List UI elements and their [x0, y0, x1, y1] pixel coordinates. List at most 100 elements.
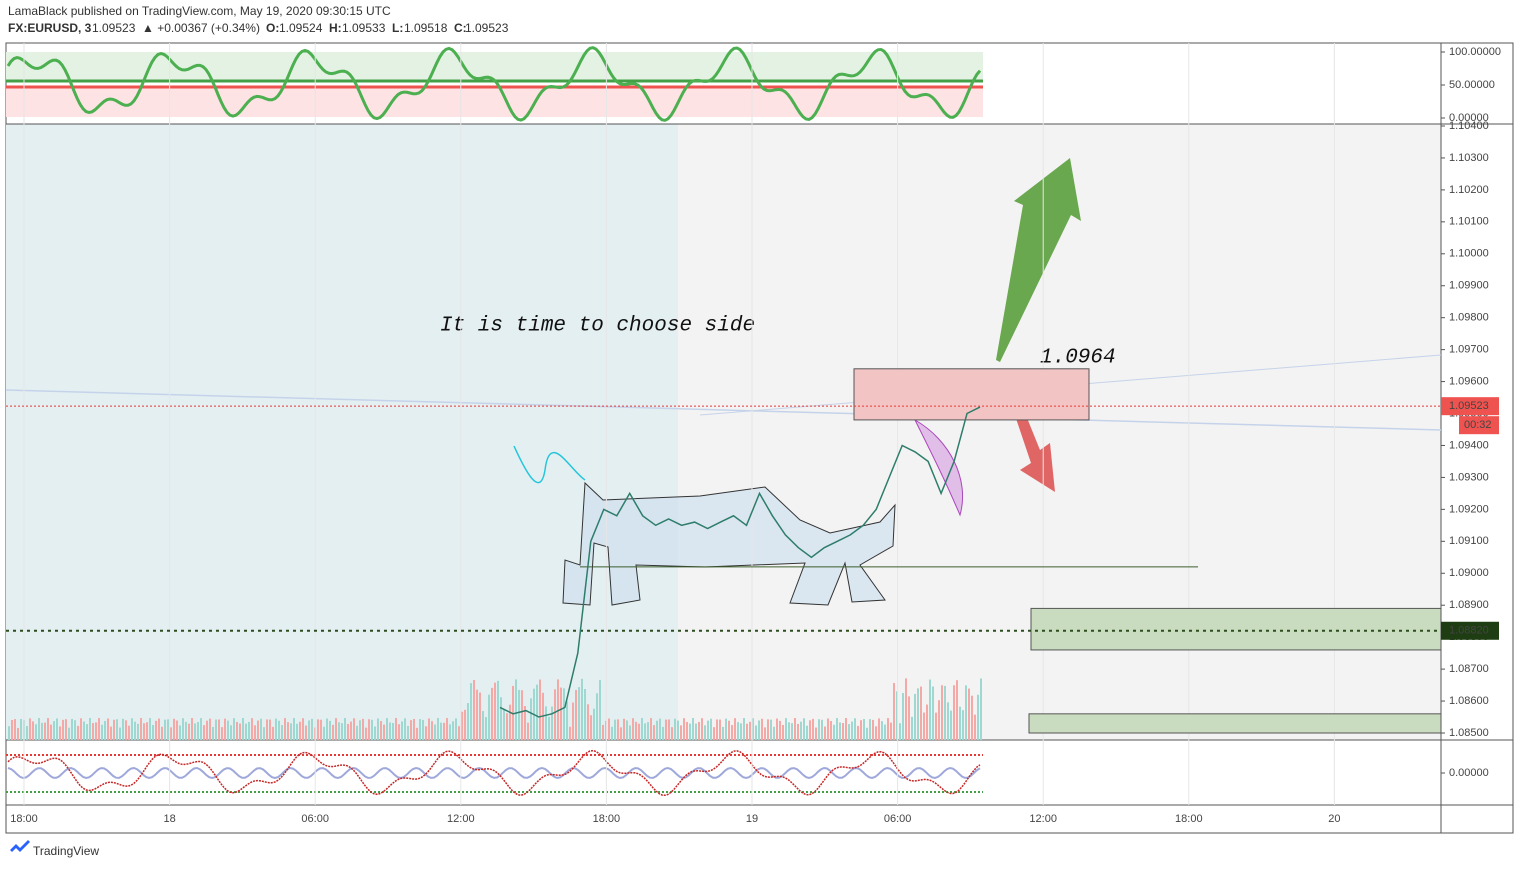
y-tick-label: 1.08900: [1449, 599, 1489, 611]
volume-bar: [785, 718, 787, 740]
volume-bar: [437, 718, 439, 740]
volume-bar: [125, 720, 127, 740]
volume-bar: [242, 718, 244, 740]
volume-bar: [809, 720, 811, 740]
up-arrow: [996, 158, 1081, 362]
volume-bar: [83, 721, 85, 740]
y-tick-label: 100.00000: [1449, 46, 1501, 58]
volume-bar: [275, 718, 277, 740]
volume-bar: [857, 725, 859, 740]
volume-bar: [941, 685, 943, 740]
volume-bar: [971, 695, 973, 740]
volume-bar: [362, 718, 364, 740]
y-tick-label: 1.09700: [1449, 344, 1489, 356]
volume-bar: [308, 720, 310, 740]
y-tick-label: 1.10400: [1449, 120, 1489, 132]
volume-bar: [770, 719, 772, 740]
y-tick-label: 1.10300: [1449, 152, 1489, 164]
volume-bar: [734, 718, 736, 740]
volume-bar: [845, 718, 847, 740]
volume-bar: [911, 716, 913, 740]
volume-bar: [134, 721, 136, 740]
low-label: L:: [392, 21, 403, 35]
y-tick-label: 1.09600: [1449, 375, 1489, 387]
volume-bar: [602, 724, 604, 740]
volume-bar: [320, 719, 322, 740]
price-line: [499, 406, 981, 718]
volume-bar: [293, 718, 295, 740]
volume-bar: [500, 697, 502, 740]
last: 1.09523: [92, 21, 136, 35]
x-tick-label: 19: [746, 813, 758, 825]
volume-bar: [908, 696, 910, 740]
volume-bar: [170, 727, 172, 740]
volume-bar: [608, 718, 610, 740]
volume-bar: [392, 722, 394, 740]
open: 1.09524: [279, 21, 323, 35]
countdown-text: 00:32: [1464, 419, 1492, 431]
volume-bar: [632, 718, 634, 740]
plot: 1.10400 1.10300 1.10200 1.10100 1.10000 1.099…: [6, 43, 1501, 825]
volume-bar: [317, 719, 319, 740]
x-tick-label: 12:00: [447, 813, 475, 825]
volume-bar: [899, 723, 901, 740]
volume-bar: [428, 718, 430, 740]
volume-bar: [233, 718, 235, 740]
volume-bar: [581, 678, 583, 740]
volume-bar: [119, 727, 121, 740]
headline: It is time to choose side: [440, 315, 755, 338]
volume-bar: [638, 723, 640, 740]
volume-bar: [71, 718, 73, 740]
volume-bar: [455, 718, 457, 740]
volume-bar: [236, 721, 238, 740]
x-tick-label: 06:00: [884, 813, 912, 825]
logo: [10, 840, 30, 852]
volume-bar: [686, 721, 688, 740]
volume-bar: [491, 687, 493, 740]
volume-bar: [965, 685, 967, 740]
volume-bar: [416, 727, 418, 740]
volume-bar: [239, 723, 241, 740]
volume-bar: [494, 682, 496, 740]
volume-bar: [611, 726, 613, 740]
volume-bar: [44, 722, 46, 740]
x-tick-label: 18: [163, 813, 175, 825]
volume-bar: [143, 723, 145, 740]
volume-bar: [515, 679, 517, 740]
volume-bar: [950, 710, 952, 740]
volume-bar: [650, 718, 652, 740]
volume-bar: [800, 721, 802, 740]
volume-bar: [563, 688, 565, 740]
volume-bar: [968, 688, 970, 740]
volume-bar: [629, 725, 631, 740]
volume-bar: [620, 727, 622, 740]
volume-bar: [872, 719, 874, 740]
osc-line: [7, 749, 981, 797]
volume-bar: [107, 718, 109, 740]
volume-bar: [575, 689, 577, 740]
volume-bar: [917, 688, 919, 740]
volume-bar: [929, 679, 931, 740]
volume-bar: [956, 680, 958, 740]
volume-bar: [161, 726, 163, 740]
volume-bar: [155, 720, 157, 740]
volume-bar: [863, 718, 865, 740]
volume-bar: [260, 718, 262, 740]
volume-bar: [65, 719, 67, 740]
volume-bar: [488, 694, 490, 740]
volume-bar: [842, 723, 844, 740]
zone: [853, 368, 1090, 421]
volume-bar: [476, 689, 478, 740]
trunk-drawing: [513, 445, 586, 484]
volume-bar: [431, 721, 433, 740]
volume-bar: [896, 691, 898, 740]
volume-bar: [38, 718, 40, 740]
volume-bar: [290, 723, 292, 740]
y-tick-label: 1.10000: [1449, 248, 1489, 260]
volume-bar: [782, 724, 784, 740]
high: 1.09533: [342, 21, 386, 35]
volume-bar: [551, 706, 553, 740]
volume-bar: [164, 719, 166, 740]
volume-bar: [623, 718, 625, 740]
